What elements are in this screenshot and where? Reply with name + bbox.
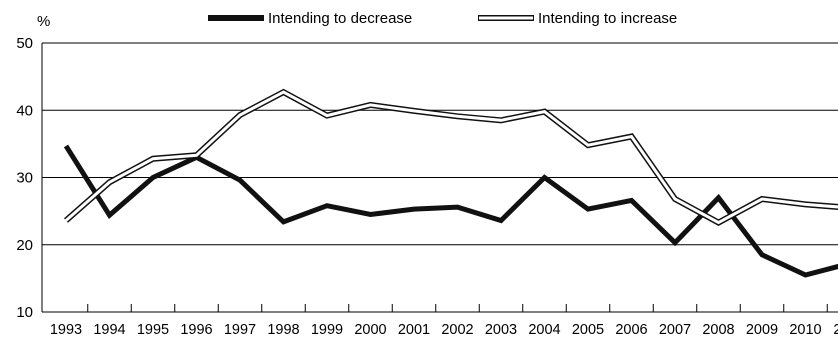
x-tick-label-2008: 2008	[702, 322, 734, 338]
y-tick-label-40: 40	[16, 102, 33, 119]
legend-label-decrease: Intending to decrease	[268, 10, 412, 27]
y-tick-label-20: 20	[16, 237, 33, 254]
x-tick-label-2002: 2002	[441, 322, 473, 338]
y-axis-unit-label: %	[37, 13, 50, 30]
legend: Intending to decrease Intending to incre…	[208, 10, 677, 27]
series-lines	[63, 88, 838, 278]
x-tick-label-1998: 1998	[267, 322, 299, 338]
y-tick-label-10: 10	[16, 304, 33, 321]
gridlines	[42, 42, 838, 246]
series-line-intending-to-increase-inner	[65, 90, 838, 225]
legend-item-increase: Intending to increase	[478, 10, 677, 27]
y-tick-label-30: 30	[16, 170, 33, 187]
x-tick-label-2006: 2006	[615, 322, 647, 338]
x-tick-label-1993: 1993	[50, 322, 82, 338]
x-tick-label-2009: 2009	[746, 322, 778, 338]
x-tick-label-2001: 2001	[398, 322, 430, 338]
x-tick-label-2005: 2005	[572, 322, 604, 338]
x-tick-labels: 1993 1994 1995 1996 1997 1998 1999 2000 2001 2002…	[50, 322, 838, 338]
x-tick-label-2000: 2000	[354, 322, 386, 338]
x-tick-label-2010: 2010	[789, 322, 821, 338]
x-tick-label-1997: 1997	[224, 322, 256, 338]
x-tick-label-2003: 2003	[485, 322, 517, 338]
legend-label-increase: Intending to increase	[538, 10, 677, 27]
x-tick-label-2007: 2007	[659, 322, 691, 338]
x-tick-label-2011: 2011	[833, 322, 838, 338]
x-tick-label-2004: 2004	[528, 322, 560, 338]
x-tick-label-1994: 1994	[93, 322, 125, 338]
legend-item-decrease: Intending to decrease	[208, 10, 412, 27]
x-tick-label-1995: 1995	[137, 322, 169, 338]
axes	[41, 43, 838, 313]
x-tick-label-1996: 1996	[180, 322, 212, 338]
y-tick-label-50: 50	[16, 35, 33, 52]
y-tick-labels: 10 20 30 40 50	[16, 35, 33, 321]
series-line-intending-to-decrease	[63, 144, 838, 278]
x-tick-label-1999: 1999	[311, 322, 343, 338]
